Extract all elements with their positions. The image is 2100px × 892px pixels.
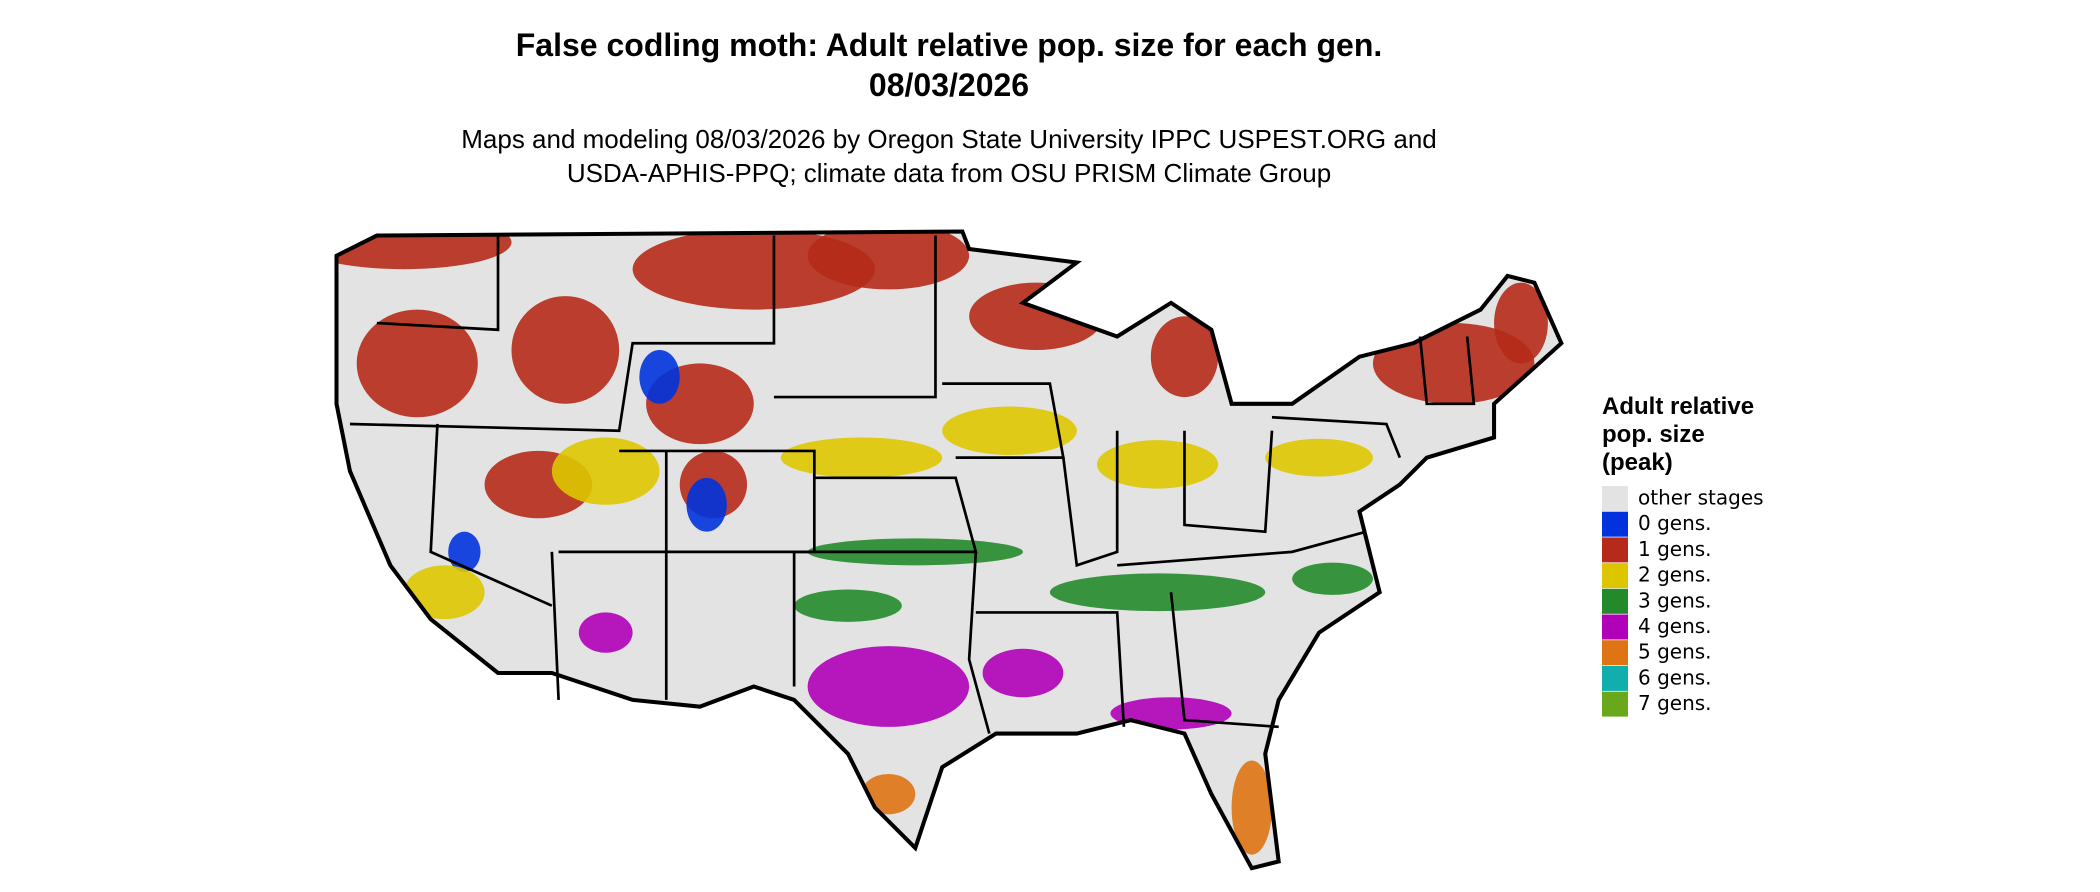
region: [578, 612, 633, 653]
legend-swatch: [1602, 640, 1628, 666]
region: [942, 406, 1077, 455]
region: [807, 646, 970, 727]
region: [639, 349, 680, 404]
region: [1049, 573, 1266, 612]
state-border: [1271, 415, 1402, 459]
legend-swatch: [1602, 563, 1628, 589]
region: [511, 296, 620, 404]
state-border: [376, 235, 500, 332]
state-border: [1183, 430, 1274, 534]
state-border: [1117, 530, 1367, 567]
region: [780, 437, 943, 478]
region: [1110, 697, 1232, 730]
legend-title: (peak): [1602, 449, 1673, 476]
region: [356, 309, 478, 418]
region: [1096, 440, 1219, 489]
legend-label: 6 gens.: [1638, 665, 1712, 689]
state-border: [558, 449, 816, 554]
legend-label: other stages: [1638, 486, 1764, 510]
state-border: [1418, 336, 1476, 406]
state-border: [429, 423, 553, 607]
legend-title: Adult relative: [1602, 393, 1754, 420]
generation-regions: [336, 231, 1548, 869]
region: [403, 565, 485, 620]
legend-label: 2 gens.: [1638, 563, 1712, 587]
region: [982, 648, 1064, 698]
region: [1494, 282, 1548, 364]
legend-swatch: [1602, 486, 1628, 511]
legend-swatch: [1602, 691, 1628, 717]
subtitle: Maps and modeling 08/03/2026 by Oregon S…: [461, 124, 1437, 154]
title: False codling moth: Adult relative pop. …: [516, 27, 1383, 63]
region: [1265, 438, 1373, 477]
state-border: [1062, 430, 1119, 568]
region: [1231, 760, 1272, 855]
legend-label: 5 gens.: [1638, 640, 1712, 664]
state-borders: [349, 235, 1476, 734]
us-map: [296, 215, 1575, 888]
state-border: [773, 235, 937, 399]
legend-title: pop. size: [1602, 421, 1705, 448]
legend-label: 0 gens.: [1638, 511, 1712, 535]
region: [794, 589, 902, 622]
state-border: [967, 551, 991, 734]
region: [336, 231, 512, 270]
region: [1292, 562, 1373, 595]
state-border: [942, 382, 1065, 459]
legend-swatch: [1602, 614, 1628, 640]
legend-label: 3 gens.: [1638, 588, 1712, 612]
state-border: [1169, 592, 1279, 729]
legend-swatch: [1602, 665, 1628, 691]
title-date: 08/03/2026: [869, 67, 1029, 103]
state-border: [975, 611, 1126, 727]
subtitle: USDA-APHIS-PPQ; climate data from OSU PR…: [567, 158, 1331, 188]
legend-label: 4 gens.: [1638, 614, 1712, 638]
legend-label: 1 gens.: [1638, 537, 1712, 561]
legend-swatch: [1602, 537, 1628, 563]
legend-label: 7 gens.: [1638, 691, 1712, 715]
region: [807, 231, 970, 290]
legend-swatch: [1602, 588, 1628, 614]
region: [551, 437, 660, 505]
region: [1150, 316, 1219, 398]
legend-swatch: [1602, 511, 1628, 537]
region: [686, 477, 727, 532]
state-border: [349, 235, 776, 433]
